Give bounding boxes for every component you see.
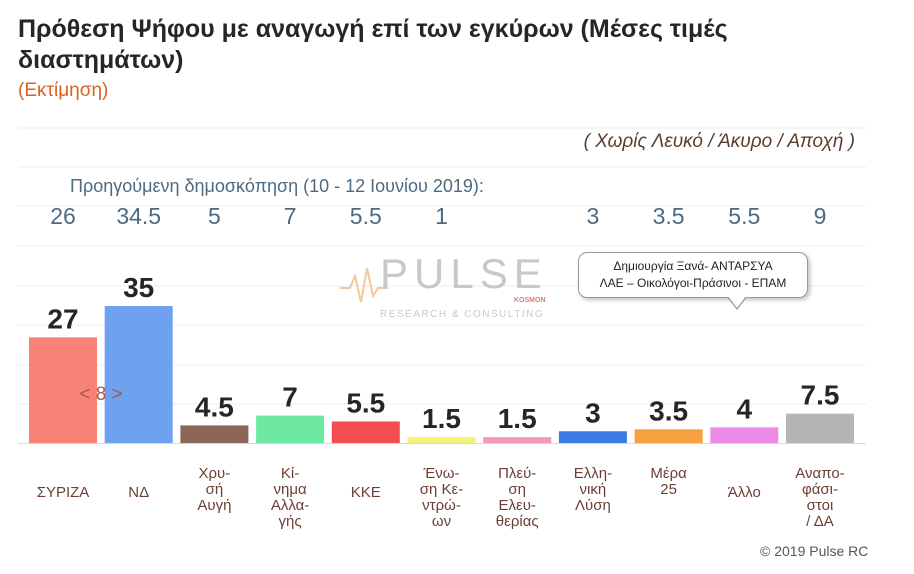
value-label-7: 3 — [585, 397, 601, 428]
category-label-5-line-1: ση Κε- — [420, 481, 463, 498]
bar-0 — [29, 337, 97, 443]
value-label-2: 4.5 — [195, 391, 234, 422]
category-label-5-line-0: Ένω- — [423, 465, 460, 482]
category-label-8-line-0: Μέρα — [650, 465, 687, 482]
category-label-3-line-3: γής — [279, 513, 302, 530]
category-label-6-line-2: Ελευ- — [499, 497, 536, 514]
bar-6 — [483, 437, 552, 443]
value-label-3: 7 — [282, 382, 298, 413]
category-label-7: Ελλη-νική Λύση — [574, 465, 612, 514]
category-label-3-line-1: νημα — [274, 481, 307, 498]
previous-value-10: 9 — [814, 203, 827, 229]
previous-value-3: 7 — [284, 203, 297, 229]
category-label-3-line-0: Κί- — [281, 465, 299, 482]
category-label-2-line-2: Αυγή — [197, 497, 231, 514]
bar-3 — [256, 415, 325, 443]
bar-2 — [180, 425, 249, 443]
category-label-10-line-2: στοι — [807, 497, 834, 514]
value-label-1: 35 — [123, 272, 154, 303]
category-label-9: Άλλο — [728, 484, 761, 501]
category-label-2-line-0: Χρυ- — [199, 465, 231, 482]
category-label-6-line-1: ση — [508, 481, 526, 498]
previous-value-5: 1 — [435, 203, 448, 229]
previous-poll-label: Προηγούμενη δημοσκόπηση (10 - 12 Ιουνίου… — [70, 176, 484, 196]
category-label-10-line-3: / ΔΑ — [806, 513, 834, 530]
value-label-10: 7.5 — [801, 380, 840, 411]
previous-value-4: 5.5 — [350, 203, 382, 229]
category-label-4-line-0: ΚΚΕ — [351, 484, 381, 501]
category-label-5-line-2: ντρώ- — [422, 497, 461, 514]
category-label-7-line-1: νική — [580, 481, 607, 498]
category-label-6: Πλεύ-ση Ελευ-θερίας — [496, 465, 539, 530]
bar-1 — [104, 306, 173, 443]
value-label-9: 4 — [737, 393, 753, 424]
category-label-4: ΚΚΕ — [351, 484, 381, 501]
category-label-10: Αναπο-φάσι-στοι / ΔΑ — [795, 465, 844, 530]
bar-9 — [710, 427, 779, 443]
value-label-5: 1.5 — [422, 403, 461, 434]
category-label-2: Χρυ-σή Αυγή — [197, 465, 231, 514]
chart-title: Πρόθεση Ψήφου με αναγωγή επί των εγκύρων… — [18, 15, 728, 74]
value-label-6: 1.5 — [498, 403, 537, 434]
category-label-6-line-3: θερίας — [496, 513, 539, 530]
value-label-0: 27 — [47, 303, 78, 334]
callout-line-2: ΛΑΕ – Οικολόγοι-Πράσινοι - ΕΠΑΜ — [599, 276, 787, 290]
copyright: © 2019 Pulse RC — [760, 543, 869, 559]
category-label-5-line-3: ων — [432, 513, 451, 530]
category-label-2-line-1: σή — [206, 481, 224, 498]
bar-7 — [558, 431, 627, 443]
logo-wordmark: PULSE — [380, 250, 548, 297]
previous-value-0: 26 — [50, 203, 76, 229]
category-label-10-line-1: φάσι- — [802, 481, 838, 498]
bar-4 — [331, 421, 400, 443]
previous-value-1: 34.5 — [116, 203, 161, 229]
callout-line-1: Δημιουργία Ξανά- ΑΝΤΑΡΣΥΑ — [613, 259, 773, 273]
category-label-8: Μέρα 25 — [650, 465, 687, 498]
category-label-7-line-0: Ελλη- — [574, 465, 612, 482]
value-label-4: 5.5 — [346, 387, 385, 418]
category-label-7-line-2: Λύση — [575, 497, 611, 514]
pulse-logo: PULSE KOSMON RESEARCH & CONSULTING — [340, 250, 548, 320]
logo-pulse-line — [340, 267, 388, 303]
exclusion-note: ( Χωρίς Λευκό / Άκυρο / Αποχή ) — [583, 131, 855, 152]
category-label-1: ΝΔ — [128, 484, 149, 501]
previous-value-9: 5.5 — [728, 203, 760, 229]
category-label-6-line-0: Πλεύ- — [498, 465, 536, 482]
difference-annotation: < 8 > — [79, 384, 122, 405]
chart-subtitle: (Εκτίμηση) — [18, 80, 109, 101]
bar-8 — [634, 429, 703, 443]
category-label-10-line-0: Αναπο- — [795, 465, 844, 482]
others-callout: Δημιουργία Ξανά- ΑΝΤΑΡΣΥΑ ΛΑΕ – Οικολόγο… — [578, 252, 808, 310]
category-label-0-line-0: ΣΥΡΙΖΑ — [37, 484, 90, 501]
callout-tail-inner — [728, 296, 746, 308]
category-label-3-line-2: Αλλα- — [271, 497, 309, 514]
value-label-8: 3.5 — [649, 395, 688, 426]
category-label-5: Ένω-ση Κε-ντρώ-ων — [420, 465, 463, 530]
category-label-0: ΣΥΡΙΖΑ — [37, 484, 90, 501]
category-label-9-line-0: Άλλο — [728, 484, 761, 501]
previous-value-8: 3.5 — [653, 203, 685, 229]
category-label-3: Κί-νημα Αλλα-γής — [271, 465, 309, 530]
logo-tagline: RESEARCH & CONSULTING — [380, 309, 544, 320]
category-label-8-line-1: 25 — [660, 481, 677, 498]
logo-tag: KOSMON — [514, 297, 546, 304]
previous-value-7: 3 — [587, 203, 600, 229]
bar-10 — [786, 413, 854, 443]
bar-5 — [407, 437, 476, 443]
category-label-1-line-0: ΝΔ — [128, 484, 149, 501]
previous-value-2: 5 — [208, 203, 221, 229]
